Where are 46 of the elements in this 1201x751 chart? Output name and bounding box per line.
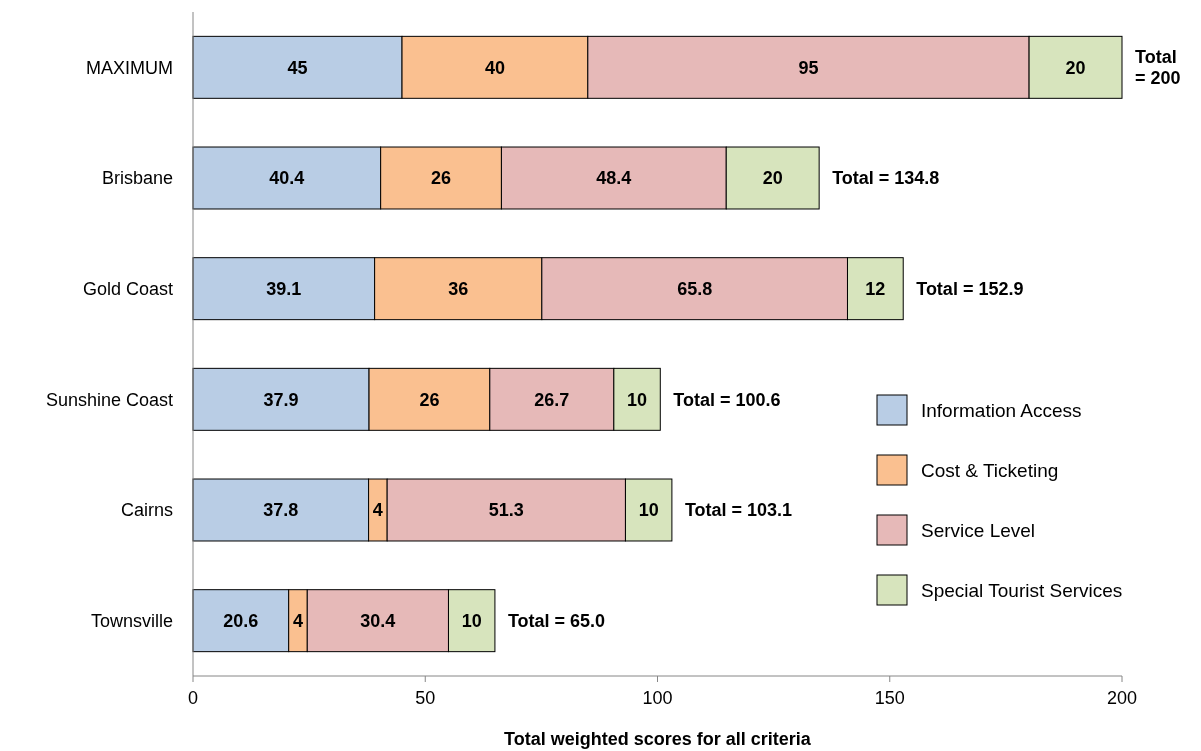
total-label: Total = 103.1: [684, 500, 793, 521]
total-label: Total = 65.0: [507, 610, 606, 631]
data-label: 20.6: [223, 610, 259, 631]
legend-label: Information Access: [921, 399, 1082, 421]
data-label: 4: [292, 610, 303, 631]
data-label: 20: [1065, 57, 1086, 78]
total-label: Total = 200: [1135, 46, 1181, 89]
x-tick-label: 200: [1106, 688, 1138, 708]
data-label: 39.1: [266, 278, 302, 299]
total-label: Total = 152.9: [916, 278, 1024, 299]
y-tick-label: Brisbane: [101, 168, 173, 189]
data-label: 95: [798, 57, 819, 78]
y-tick-label: Sunshine Coast: [45, 389, 173, 410]
x-axis-title: Total weighted scores for all criteria: [504, 729, 812, 749]
data-label: 30.4: [360, 610, 396, 631]
total-label: Total = 134.8: [832, 168, 940, 189]
data-label: 51.3: [488, 500, 524, 521]
data-label: 65.8: [677, 278, 713, 299]
data-label: 36: [448, 278, 469, 299]
data-label: 26: [431, 168, 452, 189]
data-label: 12: [865, 278, 886, 299]
data-label: 26.7: [534, 389, 570, 410]
data-label: 4: [372, 500, 383, 521]
data-label: 40.4: [269, 168, 305, 189]
y-tick-label: Gold Coast: [82, 278, 173, 299]
legend-label: Cost & Ticketing: [921, 459, 1059, 481]
x-tick-label: 50: [415, 688, 436, 708]
x-tick-label: 150: [874, 688, 905, 708]
data-label: 45: [287, 57, 308, 78]
y-tick-label: Townsville: [90, 610, 173, 631]
data-label: 37.9: [263, 389, 299, 410]
y-tick-label: Cairns: [120, 500, 173, 521]
data-label: 10: [461, 610, 482, 631]
legend-label: Special Tourist Services: [921, 579, 1123, 601]
legend-label: Service Level: [921, 519, 1036, 541]
data-label: 40: [484, 57, 505, 78]
x-tick-label: 0: [187, 688, 199, 708]
x-tick-label: 100: [642, 688, 673, 708]
data-label: 26: [419, 389, 440, 410]
data-label: 48.4: [596, 168, 632, 189]
data-label: 20: [762, 168, 783, 189]
data-label: 37.8: [263, 500, 299, 521]
data-label: 10: [638, 500, 659, 521]
data-label: 10: [627, 389, 648, 410]
total-label: Total = 100.6: [673, 389, 781, 410]
y-tick-label: MAXIMUM: [86, 57, 173, 78]
